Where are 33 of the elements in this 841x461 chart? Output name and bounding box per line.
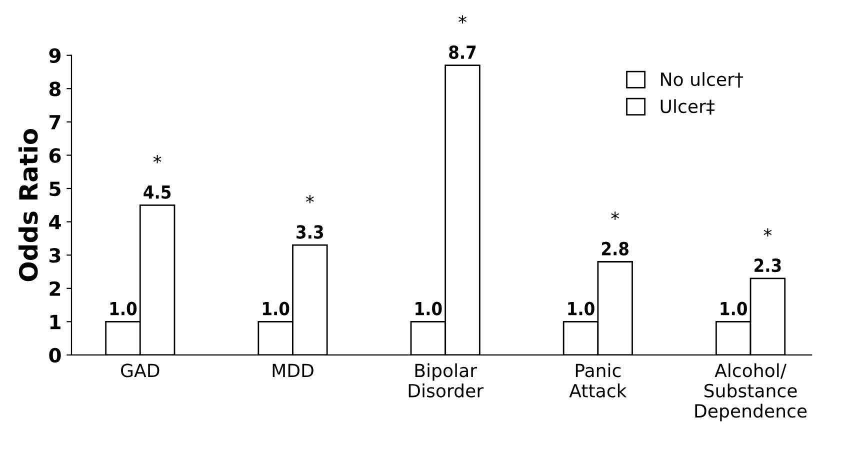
text: * [458, 15, 466, 24]
data-label: 1.0 [110, 302, 137, 316]
y-tick-label: 1 [50, 314, 60, 330]
data-label: 1.0 [263, 302, 290, 316]
data-label: 1.0 [416, 302, 442, 316]
data-label: 2.8 [602, 242, 628, 256]
data-label: 3.3 [296, 225, 324, 239]
y-tick-label: 5 [50, 182, 60, 196]
y-tick-label: 4 [49, 215, 61, 230]
y-tick-label: 9 [49, 48, 61, 63]
annotation: * [153, 155, 162, 164]
data-label: 1.0 [720, 302, 747, 316]
x-tick-label: GAD [121, 364, 160, 378]
legend-label: No ulcer† [661, 72, 744, 88]
annotation: * [306, 195, 314, 204]
x-tick-label: MDD [272, 364, 314, 378]
y-tick-label: 6 [49, 148, 61, 163]
y-tick-label: 7 [50, 115, 60, 130]
x-tick-label: Panic Attack [569, 363, 627, 398]
data-label: 4.5 [144, 185, 171, 199]
y-tick-label: 8 [49, 82, 61, 96]
data-label: 2.3 [754, 258, 781, 272]
annotation: * [611, 212, 620, 220]
x-tick-label: Alcohol/ Substance Dependence [695, 363, 807, 422]
legend-label: Ulcer‡ [660, 99, 714, 115]
annotation: * [764, 228, 772, 237]
y-tick-label: 0 [49, 348, 61, 363]
y-tick-label: 2 [50, 281, 60, 296]
y-axis-title: Odds Ratio [18, 128, 38, 282]
data-label: 8.7 [449, 45, 476, 60]
x-tick-label: Bipolar Disorder [408, 363, 484, 398]
data-label: 1.0 [568, 302, 594, 316]
y-tick-label: 3 [50, 248, 60, 263]
